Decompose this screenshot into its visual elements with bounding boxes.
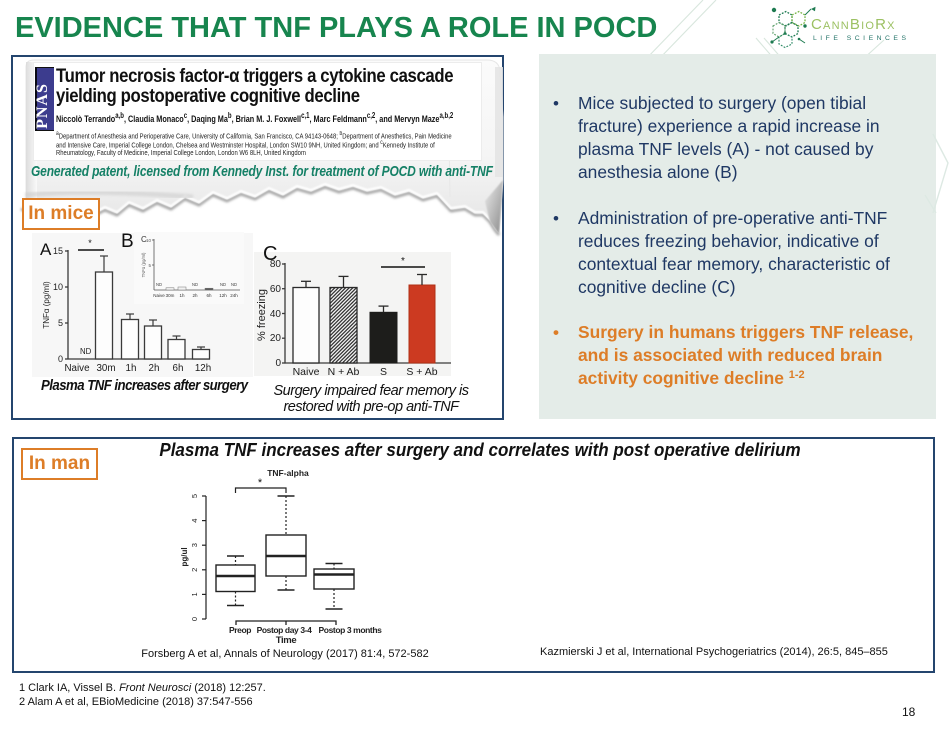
svg-text:ND: ND xyxy=(80,347,92,356)
svg-text:TNF-alpha: TNF-alpha xyxy=(267,468,309,478)
svg-text:*: * xyxy=(88,238,92,248)
svg-text:5: 5 xyxy=(148,263,151,268)
svg-text:1: 1 xyxy=(190,592,199,596)
svg-text:C: C xyxy=(141,235,147,244)
svg-text:15: 15 xyxy=(53,246,63,256)
svg-text:C: C xyxy=(263,243,277,265)
svg-text:ND: ND xyxy=(156,282,162,287)
svg-text:LIFE SCIENCES: LIFE SCIENCES xyxy=(813,35,910,42)
svg-text:4: 4 xyxy=(190,519,199,523)
svg-text:TNFα (pg/ml): TNFα (pg/ml) xyxy=(141,252,146,277)
svg-text:0: 0 xyxy=(58,354,63,364)
svg-text:Preop: Preop xyxy=(229,625,251,635)
svg-text:10: 10 xyxy=(146,238,152,243)
svg-text:1h: 1h xyxy=(126,363,137,374)
svg-text:6h: 6h xyxy=(173,363,184,374)
svg-text:6h: 6h xyxy=(206,293,212,298)
svg-text:A: A xyxy=(40,240,52,259)
svg-text:Naive: Naive xyxy=(153,293,165,298)
svg-text:% freezing: % freezing xyxy=(256,289,268,341)
svg-text:80: 80 xyxy=(270,259,282,270)
svg-text:5: 5 xyxy=(58,318,63,328)
svg-text:1h: 1h xyxy=(179,293,185,298)
svg-text:2: 2 xyxy=(190,568,199,572)
svg-text:2h: 2h xyxy=(192,293,198,298)
svg-text:*: * xyxy=(401,256,405,267)
svg-text:CANNBIORX: CANNBIORX xyxy=(811,16,896,33)
svg-text:12h: 12h xyxy=(219,293,227,298)
svg-text:Time: Time xyxy=(276,635,297,646)
svg-text:Naive: Naive xyxy=(293,366,320,378)
svg-text:ND: ND xyxy=(220,282,226,287)
svg-text:ND: ND xyxy=(231,282,237,287)
svg-text:2h: 2h xyxy=(149,363,160,374)
svg-text:Naive: Naive xyxy=(64,363,90,374)
svg-text:10: 10 xyxy=(53,282,63,292)
svg-text:12h: 12h xyxy=(195,363,211,374)
svg-text:N + Ab: N + Ab xyxy=(328,366,360,378)
svg-text:TNFα (pg/ml): TNFα (pg/ml) xyxy=(42,281,51,329)
svg-text:ND: ND xyxy=(192,282,198,287)
svg-text:0: 0 xyxy=(190,617,199,621)
svg-text:pg/ul: pg/ul xyxy=(180,547,189,566)
svg-text:30m: 30m xyxy=(166,293,175,298)
svg-text:*: * xyxy=(258,477,263,489)
svg-text:24h: 24h xyxy=(230,293,238,298)
svg-text:Postop day 3-4: Postop day 3-4 xyxy=(257,625,313,635)
svg-text:S: S xyxy=(380,366,387,378)
svg-text:20: 20 xyxy=(270,333,282,344)
svg-text:0: 0 xyxy=(275,358,281,369)
svg-text:40: 40 xyxy=(270,309,282,320)
svg-text:60: 60 xyxy=(270,284,282,295)
svg-text:3: 3 xyxy=(190,543,199,547)
svg-text:30m: 30m xyxy=(96,363,115,374)
svg-text:Postop 3 months: Postop 3 months xyxy=(319,625,383,635)
svg-text:5: 5 xyxy=(190,494,199,498)
svg-text:S + Ab: S + Ab xyxy=(406,366,437,378)
